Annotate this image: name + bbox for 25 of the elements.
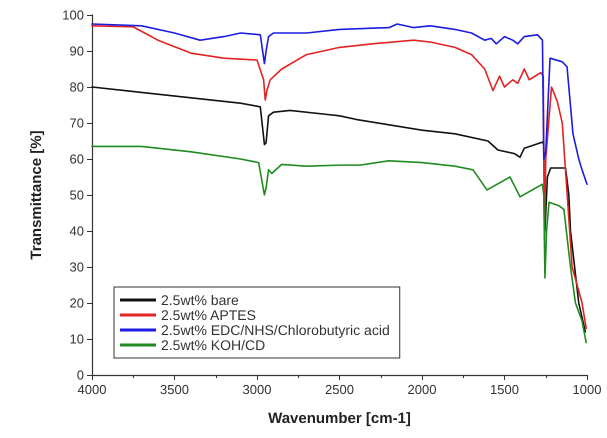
- x-tick-label: 3500: [160, 382, 189, 397]
- y-tick-label: 40: [70, 224, 84, 238]
- y-tick-label: 30: [70, 260, 84, 274]
- y-tick-label: 60: [70, 152, 84, 166]
- legend-label: 2.5wt% EDC/NHS/Chlorobutyric acid: [161, 322, 390, 338]
- x-tick-label: 4000: [78, 382, 106, 397]
- legend-label: 2.5wt% KOH/CD: [161, 337, 266, 353]
- y-tick-label: 10: [70, 332, 84, 346]
- y-tick-label: 90: [70, 44, 84, 58]
- line-series: [91, 23, 588, 185]
- y-tick-label: 50: [70, 188, 84, 202]
- x-axis-title: Wavenumber [cm-1]: [268, 410, 411, 427]
- y-tick-label: 20: [70, 296, 84, 310]
- y-axis-title: Transmittance [%]: [28, 130, 45, 260]
- y-tick-label: 70: [70, 116, 84, 130]
- x-tick-label: 2000: [408, 382, 436, 397]
- x-tick-label: 1000: [572, 382, 602, 397]
- x-tick-label: 2500: [325, 382, 354, 397]
- legend-label: 2.5wt% APTES: [161, 307, 256, 323]
- y-tick-label: 80: [70, 80, 84, 94]
- y-tick-label: 100: [62, 8, 84, 22]
- x-tick-label: 3000: [242, 382, 272, 397]
- y-tick-label: 0: [76, 368, 84, 382]
- legend-label: 2.5wt% bare: [161, 292, 240, 308]
- x-tick-label: 1500: [490, 382, 519, 397]
